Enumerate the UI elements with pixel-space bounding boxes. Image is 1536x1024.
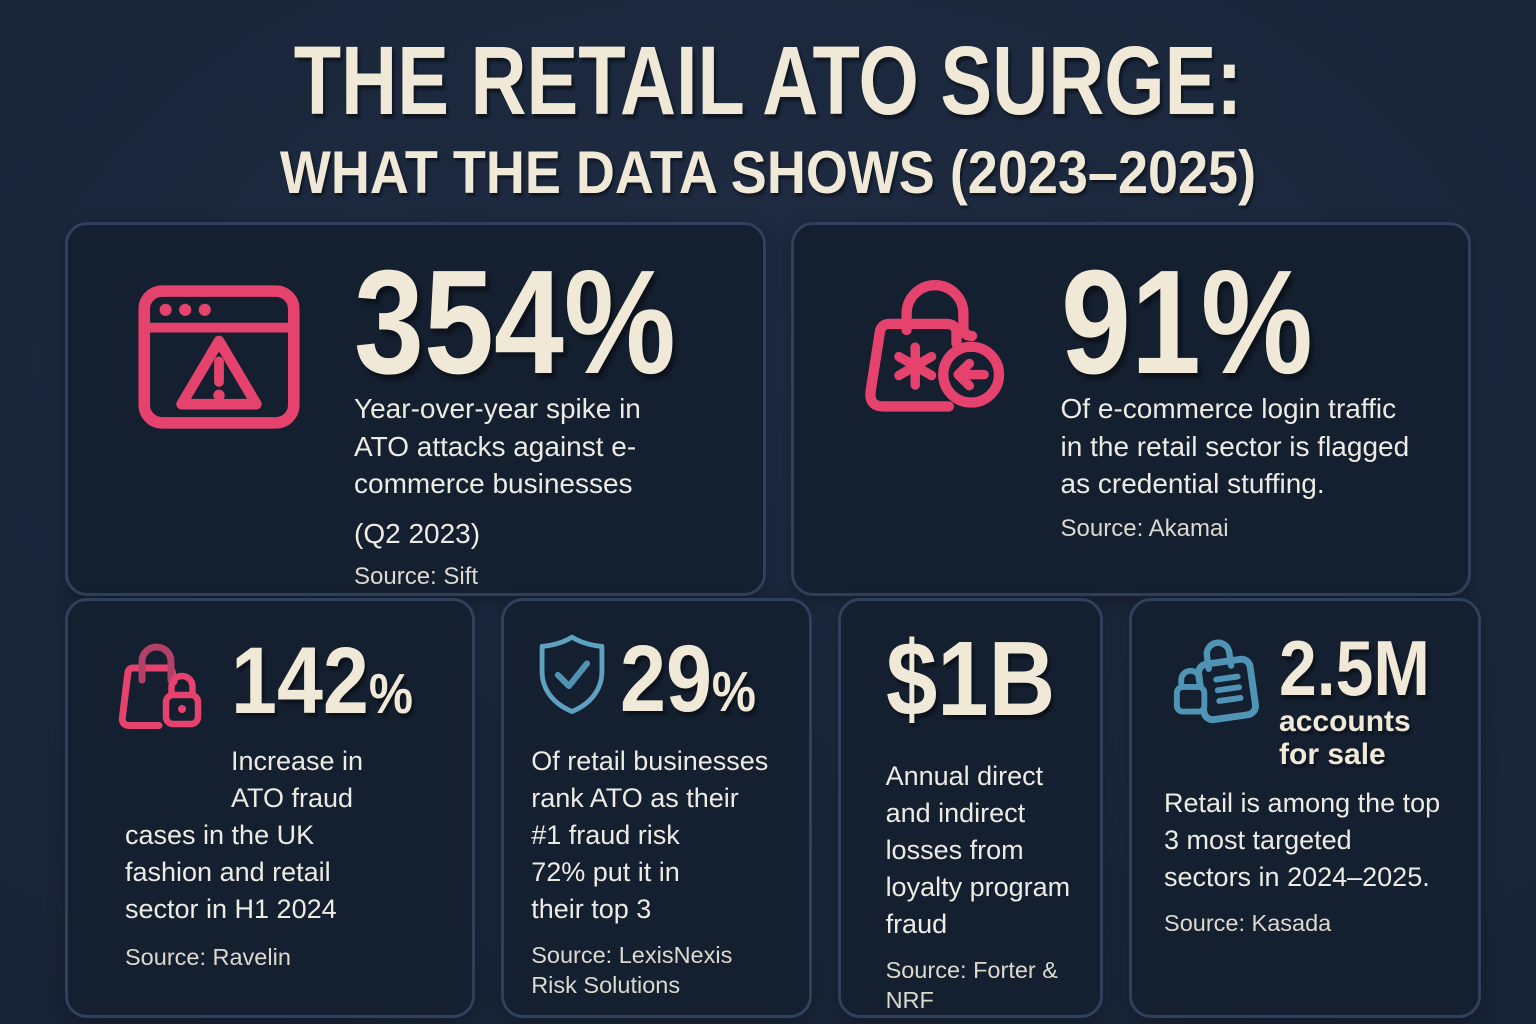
stat-description: Annual direct and indirect losses from l…	[885, 760, 1071, 939]
page-title: THE RETAIL ATO SURGE:	[293, 26, 1243, 135]
stat-value: 142%	[231, 634, 413, 729]
stat-source: Source: Kasada	[1164, 910, 1332, 937]
stat-description: Year-over-year spike in ATO attacks agai…	[354, 393, 641, 499]
stat-card-fraud-risk-rank: 29% Of retail businesses rank ATO as the…	[501, 598, 812, 1018]
stat-card-uk-fraud-increase: 142% Increase in ATO fraud cases in the …	[65, 598, 476, 1018]
stat-number: 29	[620, 626, 713, 732]
stat-card-accounts-for-sale: 2.5M accounts for sale Retail is among t…	[1129, 598, 1482, 1018]
stat-value: 354%	[354, 240, 676, 405]
stat-source: Source: Akamai	[1060, 515, 1229, 543]
stats-row-top: 354% Year-over-year spike in ATO attacks…	[65, 222, 1471, 596]
stat-number: 142	[231, 628, 369, 734]
bag-accounts-lock-icon	[1168, 631, 1276, 739]
stat-card-credential-stuffing: 91% Of e-commerce login traffic in the r…	[790, 222, 1471, 596]
stat-description: Of e-commerce login traffic in the retai…	[1060, 393, 1410, 499]
stat-description-beside-icon: Increase in ATO fraud	[231, 746, 364, 813]
stat-content: 354% Year-over-year spike in ATO attacks…	[354, 240, 733, 593]
stat-source: Source: Ravelin	[125, 943, 291, 970]
stat-source: Source: Forter & NRF	[885, 956, 1058, 1013]
stat-percent-suffix: %	[712, 660, 757, 724]
shield-check-icon	[528, 631, 616, 719]
stats-row-bottom: 142% Increase in ATO fraud cases in the …	[65, 598, 1482, 1018]
stat-value: 91%	[1060, 240, 1313, 405]
browser-warning-icon	[130, 268, 308, 446]
stat-group: 2.5M accounts for sale	[1279, 624, 1452, 772]
bag-credential-reset-icon	[849, 268, 1021, 440]
stat-value: $1B	[885, 620, 1055, 738]
stat-value: 29%	[620, 632, 756, 727]
stat-card-loyalty-losses: $1B Annual direct and indirect losses fr…	[837, 598, 1104, 1018]
stat-label: accounts for sale	[1279, 705, 1411, 772]
shopping-bag-lock-icon	[115, 631, 215, 743]
stat-source: Source: Sift	[354, 563, 479, 591]
stat-note: (Q2 2023)	[354, 518, 481, 550]
stat-description: cases in the UK fashion and retail secto…	[125, 819, 337, 924]
stat-card-ato-spike: 354% Year-over-year spike in ATO attacks…	[65, 222, 766, 596]
stat-value: 2.5M	[1279, 624, 1430, 712]
stat-source: Source: LexisNexis Risk Solutions	[531, 941, 733, 998]
stat-description-secondary: 72% put it in their top 3	[531, 856, 680, 924]
page-subtitle: WHAT THE DATA SHOWS (2023–2025)	[279, 139, 1257, 206]
stat-content: 91% Of e-commerce login traffic in the r…	[1060, 240, 1413, 545]
stat-percent-suffix: %	[368, 662, 414, 726]
stat-description: Of retail businesses rank ATO as their #…	[531, 746, 769, 850]
title-block: THE RETAIL ATO SURGE: WHAT THE DATA SHOW…	[0, 32, 1536, 203]
stat-description: Retail is among the top 3 most targeted …	[1164, 788, 1441, 893]
